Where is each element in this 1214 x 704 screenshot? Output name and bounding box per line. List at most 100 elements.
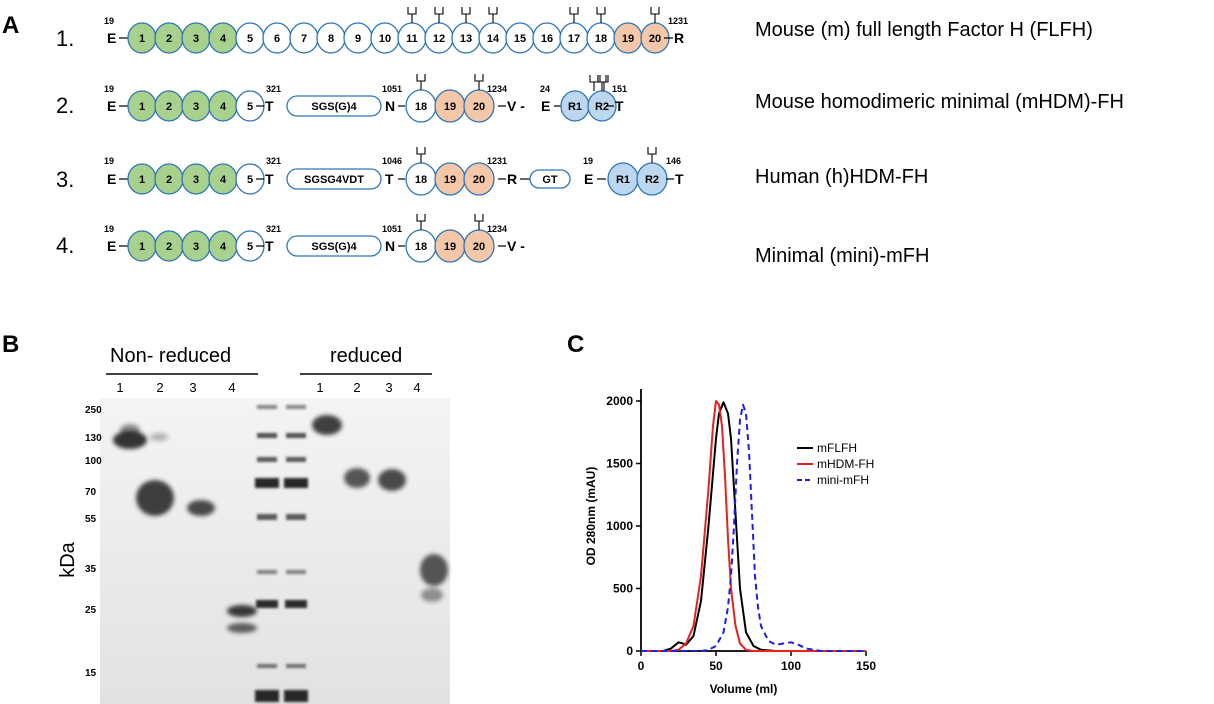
- linker-oval: [286, 95, 382, 117]
- segment2-end-number: 1231: [487, 156, 507, 166]
- domain-label: 10: [379, 33, 391, 45]
- y-tick-label: 1000: [606, 519, 633, 533]
- segment3-start-number: 24: [540, 84, 550, 94]
- glycan-fork: [597, 75, 607, 83]
- start-residue-number: 19: [104, 224, 114, 234]
- domain-chain-n: 1 2 3 4 5: [127, 230, 265, 262]
- segment3-start-residue: E: [584, 171, 593, 187]
- glycan-fork: [474, 74, 484, 82]
- glycan-fork: [416, 147, 426, 155]
- panel-a-letter: A: [2, 12, 19, 39]
- glycan-fork: [407, 7, 417, 15]
- linker-oval: [286, 235, 382, 257]
- segment2-start-number: 1051: [382, 224, 402, 234]
- mw-marker: 250: [85, 405, 102, 416]
- domain-label: 20: [473, 101, 485, 113]
- lane-number: 2: [156, 380, 163, 395]
- glycan-fork: [461, 7, 471, 15]
- lane-number: 4: [413, 380, 420, 395]
- domain-label: R1: [616, 174, 630, 186]
- mw-marker: 15: [85, 668, 97, 679]
- x-tick-label: 0: [638, 659, 645, 673]
- mw-marker: 25: [85, 605, 97, 616]
- start-residue: E: [107, 30, 116, 46]
- segment3-end-residue: T: [675, 171, 684, 187]
- ladder-bands: [255, 405, 308, 702]
- lane-number: 1: [316, 380, 323, 395]
- domain-label: 3: [193, 101, 199, 113]
- domain-chain-n: 1 2 3 4 5: [127, 163, 265, 195]
- domain-label: R2: [645, 174, 659, 186]
- domain-label: 9: [355, 33, 361, 45]
- glycan-fork: [599, 75, 609, 83]
- domain-chain-c: 18 19 20: [405, 147, 495, 196]
- start-residue-number: 19: [104, 16, 114, 26]
- domain-label: 19: [622, 33, 634, 45]
- series-line-mFLFH: [641, 401, 866, 652]
- domain-label: 1: [139, 241, 145, 253]
- domain-label: 8: [328, 33, 334, 45]
- domain-label: 5: [247, 241, 253, 253]
- y-axis-title: OD 280nm (mAU): [584, 467, 598, 566]
- segment3-end-residue: T: [615, 98, 624, 114]
- segment2-start-number: 1051: [382, 84, 402, 94]
- mw-marker: 70: [85, 487, 97, 498]
- linker-label: SGSG4VDT: [304, 174, 364, 186]
- gt-linker-label: GT: [542, 174, 558, 186]
- construct-description: Mouse (m) full length Factor H (FLFH): [755, 19, 1093, 41]
- domain-label: 20: [473, 174, 485, 186]
- domain-label: 16: [541, 33, 553, 45]
- linker-oval: [286, 168, 382, 190]
- y-tick-label: 1500: [606, 457, 633, 471]
- domain-label: 4: [220, 241, 227, 253]
- construct-3: 3. 19 E 1 2 3 4 5 T 321 SGSG4VDT 1046 T 18 19…: [56, 147, 928, 196]
- construct-number: 2.: [56, 93, 74, 118]
- mw-marker: 35: [85, 564, 97, 575]
- mw-marker: 100: [85, 456, 102, 467]
- linker-label: SGS(G)4: [311, 241, 357, 253]
- construct-description: Human (h)HDM-FH: [755, 166, 928, 188]
- lane-number: 2: [353, 380, 360, 395]
- segment2-start-residue: T: [385, 171, 394, 187]
- domain-label: 12: [433, 33, 445, 45]
- x-tick-label: 150: [856, 659, 876, 673]
- domain-label: 19: [444, 101, 456, 113]
- domain-label: 1: [139, 101, 145, 113]
- segment3-end-number: 146: [666, 156, 681, 166]
- start-residue: E: [107, 98, 116, 114]
- lane-number: 1: [116, 380, 123, 395]
- glycan-fork: [488, 7, 498, 15]
- construct-number: 3.: [56, 167, 74, 192]
- glycan-fork: [647, 147, 657, 155]
- domain-label: 6: [274, 33, 280, 45]
- segment2-end-residue: R: [507, 171, 517, 187]
- y-tick-label: 0: [626, 644, 633, 658]
- domain-label: 18: [415, 241, 427, 253]
- construct-number: 4.: [56, 233, 74, 258]
- domain-label: 2: [166, 174, 172, 186]
- nonreduced-label: Non- reduced: [110, 345, 231, 367]
- panel-b-letter: B: [2, 331, 19, 358]
- segment1-end-number: 321: [266, 84, 281, 94]
- gel-background: [100, 398, 450, 704]
- domain-label: 4: [220, 174, 227, 186]
- construct-number: 1.: [56, 26, 74, 51]
- x-tick-label: 100: [781, 659, 801, 673]
- glycan-fork: [474, 214, 484, 222]
- glycan-fork: [569, 7, 579, 15]
- domain-label: 5: [247, 101, 253, 113]
- x-tick-label: 50: [709, 659, 723, 673]
- domain-chain-c: 18 19 20: [405, 214, 495, 263]
- glycan-fork: [416, 74, 426, 82]
- domain-label: 19: [444, 241, 456, 253]
- domain-label: R2: [595, 101, 609, 113]
- kda-axis-label: kDa: [57, 541, 79, 577]
- legend-entry: mHDM-FH: [817, 457, 874, 471]
- segment2-end-residue: V -: [507, 238, 525, 254]
- domain-label: 1: [139, 174, 145, 186]
- segment3-end-number: 151: [612, 84, 627, 94]
- domain-chain: 1 2 3 4 5 6 7 8 9 10 11 12 13 14 15 16 17 18 19 20: [127, 7, 670, 54]
- domain-label: 20: [649, 33, 661, 45]
- domain-label: 15: [514, 33, 526, 45]
